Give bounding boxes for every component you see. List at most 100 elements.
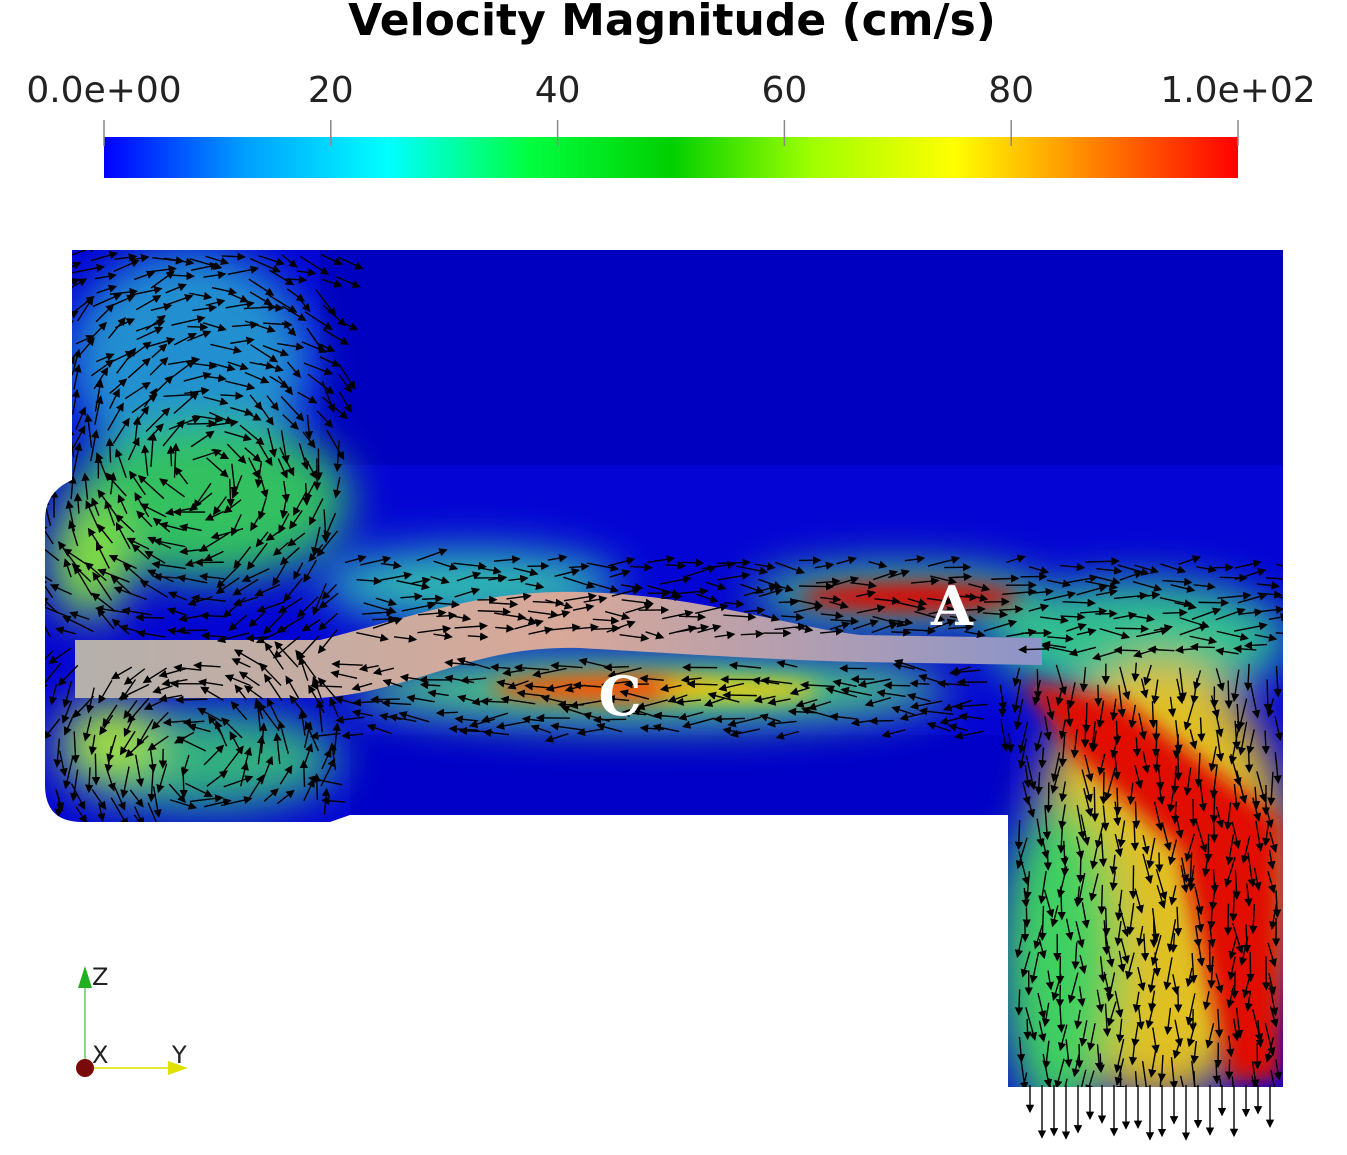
velocity-arrow bbox=[456, 571, 482, 582]
velocity-arrow bbox=[1023, 871, 1032, 901]
velocity-arrow bbox=[1130, 822, 1140, 852]
velocity-arrow bbox=[57, 664, 79, 687]
velocity-arrow bbox=[625, 602, 653, 614]
velocity-arrow bbox=[1225, 834, 1235, 866]
velocity-arrow bbox=[686, 565, 717, 577]
velocity-arrow bbox=[1152, 752, 1162, 773]
velocity-arrow bbox=[1250, 685, 1261, 719]
velocity-arrow bbox=[1058, 719, 1068, 740]
velocity-arrow bbox=[399, 673, 420, 682]
velocity-arrow bbox=[1081, 719, 1090, 749]
velocity-arrow bbox=[1215, 647, 1239, 656]
velocity-arrow bbox=[307, 373, 335, 395]
velocity-arrow bbox=[227, 361, 249, 371]
velocity-arrow bbox=[433, 631, 453, 641]
velocity-arrow bbox=[280, 396, 305, 422]
velocity-arrow bbox=[1184, 833, 1195, 863]
velocity-arrow bbox=[1029, 952, 1040, 984]
velocity-arrow bbox=[1163, 957, 1173, 991]
velocity-arrow bbox=[1041, 1002, 1051, 1028]
velocity-arrow bbox=[133, 806, 144, 827]
velocity-arrow bbox=[1006, 554, 1026, 564]
velocity-arrow bbox=[1085, 1070, 1095, 1087]
velocity-arrow bbox=[1254, 633, 1278, 642]
velocity-arrow bbox=[1194, 886, 1204, 916]
velocity-arrow bbox=[1234, 568, 1267, 581]
velocity-arrow bbox=[90, 251, 118, 262]
velocity-arrow bbox=[1012, 667, 1021, 687]
velocity-arrow bbox=[1264, 1037, 1275, 1063]
velocity-arrow bbox=[74, 565, 93, 596]
velocity-arrow bbox=[1027, 798, 1036, 818]
velocity-arrow bbox=[202, 322, 227, 332]
velocity-arrow bbox=[234, 684, 248, 701]
velocity-arrow bbox=[97, 608, 115, 630]
velocity-arrow bbox=[1043, 590, 1077, 602]
velocity-arrow bbox=[1081, 902, 1090, 929]
velocity-arrow bbox=[193, 661, 221, 670]
velocity-arrow bbox=[231, 474, 243, 499]
velocity-arrow bbox=[661, 592, 683, 602]
velocity-arrow bbox=[48, 647, 72, 664]
velocity-arrow bbox=[242, 410, 262, 421]
velocity-arrow bbox=[1147, 645, 1175, 654]
velocity-arrow bbox=[1275, 595, 1283, 603]
velocity-arrow bbox=[1017, 738, 1028, 770]
velocity-arrow bbox=[1187, 865, 1196, 892]
velocity-arrow bbox=[778, 597, 799, 607]
velocity-arrow bbox=[1127, 782, 1136, 806]
velocity-arrow bbox=[248, 457, 260, 479]
velocity-arrow bbox=[1011, 679, 1022, 714]
velocity-arrow bbox=[1132, 581, 1163, 592]
velocity-arrow bbox=[190, 794, 224, 803]
velocity-arrow bbox=[831, 576, 860, 587]
velocity-arrow bbox=[850, 580, 877, 590]
velocity-arrow bbox=[572, 623, 599, 632]
velocity-arrow bbox=[135, 295, 162, 311]
velocity-arrow bbox=[1153, 801, 1164, 832]
velocity-arrow bbox=[1106, 972, 1116, 1002]
velocity-arrow bbox=[766, 719, 797, 728]
velocity-arrow bbox=[1249, 904, 1258, 935]
velocity-arrow bbox=[230, 336, 255, 345]
velocity-arrow bbox=[197, 678, 224, 687]
velocity-arrow bbox=[1074, 1009, 1083, 1030]
velocity-arrow bbox=[883, 681, 911, 690]
velocity-arrow bbox=[1113, 591, 1149, 601]
velocity-arrow bbox=[758, 587, 784, 598]
velocity-arrow bbox=[1082, 702, 1091, 734]
velocity-arrow bbox=[1088, 873, 1099, 902]
velocity-arrow bbox=[1021, 887, 1030, 908]
velocity-arrow bbox=[230, 701, 248, 721]
velocity-arrow bbox=[106, 770, 116, 792]
velocity-arrow bbox=[891, 600, 927, 612]
velocity-arrow bbox=[991, 574, 1020, 583]
velocity-arrow bbox=[1214, 1008, 1224, 1039]
velocity-arrow bbox=[1178, 667, 1187, 702]
velocity-arrow bbox=[91, 753, 101, 786]
velocity-arrow bbox=[268, 294, 298, 313]
velocity-arrow bbox=[127, 436, 140, 461]
velocity-arrow bbox=[1096, 1053, 1105, 1074]
velocity-arrow bbox=[73, 492, 83, 514]
velocity-arrow bbox=[1046, 696, 1055, 721]
velocity-arrow bbox=[272, 562, 287, 587]
velocity-arrow bbox=[1134, 564, 1160, 574]
velocity-arrow bbox=[1025, 1007, 1038, 1041]
velocity-arrow bbox=[104, 472, 127, 497]
velocity-arrow bbox=[256, 601, 286, 613]
velocity-arrow bbox=[775, 561, 805, 575]
velocity-arrow bbox=[116, 347, 137, 374]
velocity-arrow bbox=[94, 272, 117, 281]
velocity-arrow bbox=[248, 610, 267, 628]
velocity-arrow bbox=[1224, 680, 1233, 709]
velocity-arrow bbox=[278, 513, 290, 534]
velocity-arrow bbox=[966, 605, 986, 614]
velocity-arrow bbox=[114, 448, 127, 478]
velocity-arrow bbox=[176, 574, 208, 584]
velocity-arrow bbox=[1065, 918, 1074, 941]
velocity-arrow bbox=[1125, 952, 1135, 980]
velocity-arrow bbox=[1232, 720, 1241, 751]
velocity-arrow bbox=[171, 315, 206, 326]
velocity-arrow bbox=[322, 396, 349, 420]
